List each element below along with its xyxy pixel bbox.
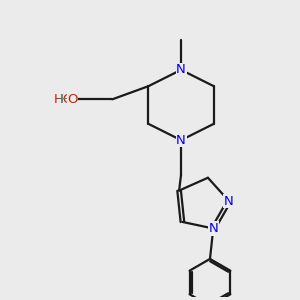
Text: N: N	[224, 195, 234, 208]
Text: N: N	[208, 222, 218, 235]
Text: O: O	[67, 93, 78, 106]
Text: HO: HO	[53, 93, 74, 106]
Text: H: H	[60, 93, 70, 106]
Text: HO: HO	[54, 93, 75, 106]
Text: N: N	[176, 63, 186, 76]
Text: N: N	[176, 134, 186, 147]
Text: H: H	[64, 93, 74, 106]
